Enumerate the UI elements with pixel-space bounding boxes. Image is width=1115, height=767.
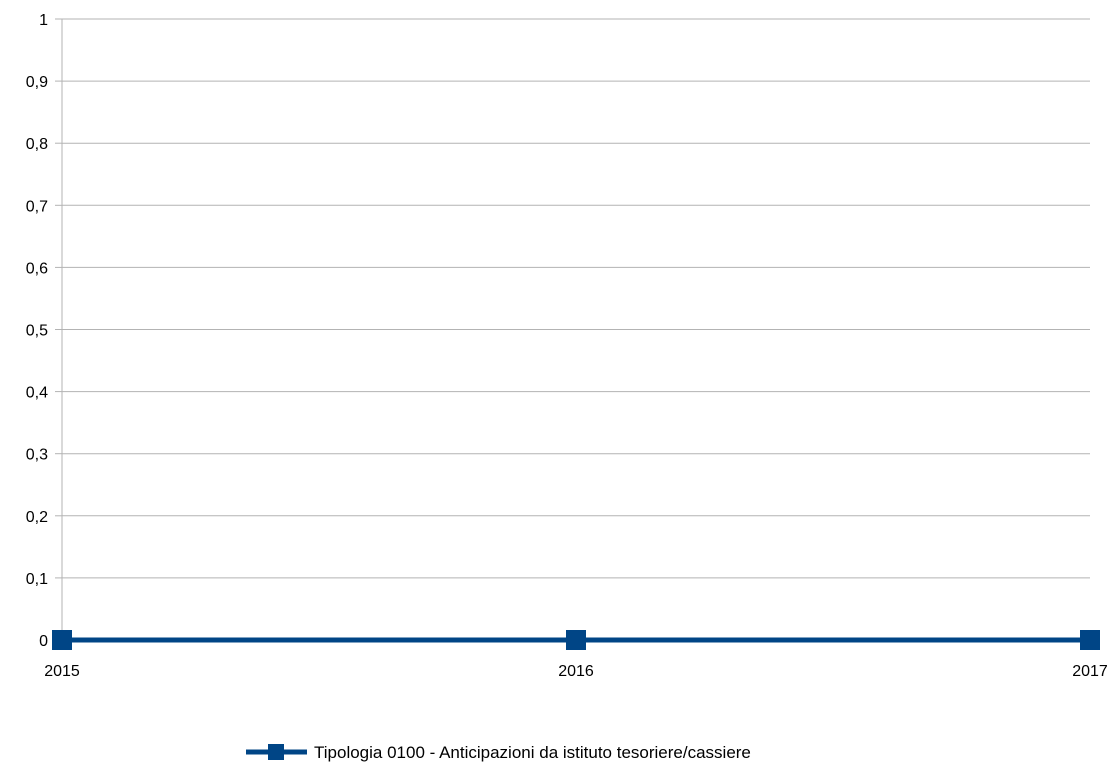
y-tick-label: 0,8 xyxy=(26,136,48,153)
data-point-marker xyxy=(1080,630,1100,650)
series-layer xyxy=(52,630,1100,650)
y-tick-label: 0,5 xyxy=(26,323,48,340)
legend: Tipologia 0100 - Anticipazioni da istitu… xyxy=(246,743,751,762)
data-point-marker xyxy=(52,630,72,650)
x-tick-label: 2016 xyxy=(558,663,594,680)
y-tick-label: 0,4 xyxy=(26,385,48,402)
grid-lines xyxy=(62,18,1090,641)
axes xyxy=(55,18,1091,647)
y-tick-label: 0,6 xyxy=(26,260,48,277)
legend-label: Tipologia 0100 - Anticipazioni da istitu… xyxy=(314,743,751,762)
y-tick-label: 0,2 xyxy=(26,509,48,526)
y-tick-label: 0 xyxy=(39,633,48,650)
y-tick-label: 1 xyxy=(39,12,48,29)
y-tick-label: 0,9 xyxy=(26,74,48,91)
y-tick-labels: 0 0,1 0,2 0,3 0,4 0,5 0,6 0,7 0,8 0,9 1 xyxy=(26,12,48,650)
data-point-marker xyxy=(566,630,586,650)
y-tick-label: 0,1 xyxy=(26,571,48,588)
x-tick-label: 2017 xyxy=(1072,663,1108,680)
y-tick-label: 0,3 xyxy=(26,447,48,464)
x-tick-label: 2015 xyxy=(44,663,80,680)
y-tick-label: 0,7 xyxy=(26,198,48,215)
legend-marker-swatch xyxy=(268,744,284,760)
x-tick-labels: 2015 2016 2017 xyxy=(44,663,1108,680)
